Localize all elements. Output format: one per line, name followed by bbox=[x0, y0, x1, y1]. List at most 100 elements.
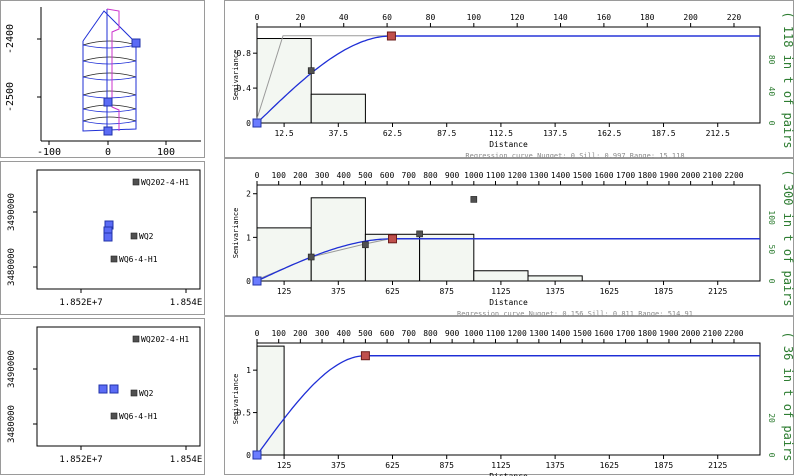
well-marker[interactable] bbox=[131, 38, 141, 48]
top-axis-tick-label: 2000 bbox=[681, 171, 700, 180]
depth-slice-line bbox=[82, 108, 137, 113]
nugget-handle[interactable] bbox=[252, 118, 262, 128]
top-axis-tick-label: 2200 bbox=[724, 171, 743, 180]
pairs-axis-tick-label: 20 bbox=[767, 413, 776, 423]
bottom-axis-tick-label: 187.5 bbox=[651, 129, 675, 138]
depth-slice-line bbox=[82, 116, 137, 122]
well-point[interactable] bbox=[130, 389, 138, 397]
variogram-chart-1[interactable]: 0 20 40 60 80 100 120 140 160 180 200 220 12.5 37.5 62… bbox=[225, 1, 794, 159]
map-panel-2: 3490000 3480000 1.852E+7 1.854E WQ202-4-H1 WQ… bbox=[0, 318, 205, 475]
top-axis-tick-label: 1100 bbox=[486, 171, 505, 180]
variogram-point[interactable] bbox=[470, 196, 478, 203]
variogram-chart-3[interactable]: 0 100 200 300 400 500 600 700 800 900 1000 1100 1200… bbox=[225, 317, 794, 476]
bottom-axis-tick-label: 1875 bbox=[654, 287, 673, 296]
y-axis-tick-label: 3490000 bbox=[7, 350, 17, 388]
top-axis-tick-label: 2100 bbox=[703, 329, 722, 338]
depth-slice-line bbox=[82, 44, 137, 49]
bottom-axis-tick-label: 37.5 bbox=[329, 129, 348, 138]
bottom-axis-tick-label: 12.5 bbox=[274, 129, 293, 138]
top-axis-tick-label: 40 bbox=[339, 13, 349, 22]
y-axis-label: Semivariance bbox=[232, 50, 240, 101]
map-panel-1: 3490000 3480000 1.852E+7 1.854E WQ202-4-H1 WQ… bbox=[0, 161, 205, 315]
well-label: WQ2 bbox=[139, 389, 154, 398]
top-axis-tick-label: 600 bbox=[380, 171, 395, 180]
well-point[interactable] bbox=[110, 412, 118, 420]
bottom-axis-tick-label: 875 bbox=[439, 287, 454, 296]
x-axis-label: Distance bbox=[489, 472, 528, 476]
top-axis-tick-label: 1000 bbox=[464, 329, 483, 338]
top-axis-tick-label: 900 bbox=[445, 171, 460, 180]
x-axis-tick-label: 1.852E+7 bbox=[59, 298, 102, 308]
range-handle[interactable] bbox=[386, 31, 396, 41]
well-marker[interactable] bbox=[103, 97, 113, 107]
map-frame bbox=[36, 326, 201, 447]
well-marker[interactable] bbox=[103, 126, 113, 136]
pairs-axis-tick-label: 0 bbox=[767, 453, 776, 458]
well-marker[interactable] bbox=[98, 384, 108, 394]
range-handle[interactable] bbox=[388, 234, 398, 244]
variogram-point[interactable] bbox=[416, 230, 423, 238]
x-axis-tick-label: 1.852E+7 bbox=[59, 455, 102, 465]
depth-slice-line bbox=[82, 56, 137, 62]
top-axis-tick-label: 300 bbox=[315, 329, 330, 338]
bottom-axis-tick-label: 112.5 bbox=[489, 129, 513, 138]
pairs-axis-tick-label: 100 bbox=[767, 210, 776, 225]
top-axis-tick-label: 200 bbox=[293, 171, 308, 180]
y-axis-label: Semivariance bbox=[232, 208, 240, 259]
variogram-panel-3: 0 100 200 300 400 500 600 700 800 900 1000 1100 1200… bbox=[224, 316, 794, 476]
well-view-plot[interactable]: -2400 -2500 -100 0 100 bbox=[1, 1, 206, 159]
variogram-point[interactable] bbox=[307, 253, 315, 261]
variogram-point[interactable] bbox=[362, 241, 369, 249]
well-point[interactable] bbox=[110, 255, 118, 263]
plot-frame bbox=[256, 26, 761, 124]
well-marker[interactable] bbox=[109, 384, 119, 394]
depth-slice-line bbox=[82, 40, 137, 46]
x-axis-tick-label: 0 bbox=[105, 147, 111, 158]
well-location-map-2[interactable]: 3490000 3480000 1.852E+7 1.854E WQ202-4-H1 WQ… bbox=[1, 319, 206, 476]
top-axis-tick-label: 400 bbox=[336, 171, 351, 180]
bottom-axis-tick-label: 1125 bbox=[491, 461, 510, 470]
bottom-axis-tick-label: 1625 bbox=[600, 461, 619, 470]
top-axis-tick-label: 180 bbox=[640, 13, 655, 22]
well-point[interactable] bbox=[130, 232, 138, 240]
pairs-axis-tick-label: 40 bbox=[767, 86, 776, 96]
top-axis-tick-label: 500 bbox=[358, 171, 373, 180]
range-handle[interactable] bbox=[360, 351, 370, 361]
y-axis-tick-label: 0 bbox=[246, 277, 251, 286]
y-axis-tick-label: 2 bbox=[246, 190, 251, 199]
pairs-axis-label: ( 36 in t of pairs bbox=[781, 331, 794, 461]
top-axis-tick-label: 900 bbox=[445, 329, 460, 338]
bottom-axis-tick-label: 137.5 bbox=[543, 129, 567, 138]
bottom-axis-tick-label: 625 bbox=[385, 287, 400, 296]
y-axis-tick-label: 3480000 bbox=[7, 248, 17, 286]
well-location-map-1[interactable]: 3490000 3480000 1.852E+7 1.854E WQ202-4-H1 WQ… bbox=[1, 162, 206, 316]
bottom-axis-tick-label: 1375 bbox=[545, 287, 564, 296]
top-axis-tick-label: 60 bbox=[382, 13, 392, 22]
top-axis-tick-label: 500 bbox=[358, 329, 373, 338]
bottom-axis-tick-label: 87.5 bbox=[437, 129, 456, 138]
pairs-histogram-bar bbox=[310, 93, 366, 124]
top-axis-tick-label: 1300 bbox=[529, 329, 548, 338]
bottom-axis-tick-label: 1625 bbox=[600, 287, 619, 296]
top-axis-tick-label: 300 bbox=[315, 171, 330, 180]
pairs-histogram-bar bbox=[419, 233, 475, 282]
nugget-handle[interactable] bbox=[252, 450, 262, 460]
top-axis-tick-label: 120 bbox=[510, 13, 525, 22]
top-axis-tick-label: 2200 bbox=[724, 329, 743, 338]
y-axis-tick-label: 0.8 bbox=[237, 49, 252, 58]
top-axis-tick-label: 80 bbox=[426, 13, 436, 22]
variogram-point[interactable] bbox=[307, 67, 315, 74]
top-axis-tick-label: 1600 bbox=[594, 329, 613, 338]
bottom-axis-tick-label: 625 bbox=[385, 461, 400, 470]
nugget-handle[interactable] bbox=[252, 276, 262, 286]
well-point[interactable] bbox=[132, 335, 140, 343]
top-axis-tick-label: 1900 bbox=[659, 171, 678, 180]
variogram-chart-2[interactable]: 0 100 200 300 400 500 600 700 800 900 1000 1100 1200… bbox=[225, 159, 794, 317]
top-axis-tick-label: 220 bbox=[727, 13, 742, 22]
bottom-axis-tick-label: 162.5 bbox=[597, 129, 621, 138]
well-marker[interactable] bbox=[103, 232, 113, 242]
well-label: WQ202-4-H1 bbox=[141, 335, 189, 344]
top-axis-tick-label: 1800 bbox=[638, 329, 657, 338]
top-axis-tick-label: 140 bbox=[553, 13, 568, 22]
well-point[interactable] bbox=[132, 178, 140, 186]
